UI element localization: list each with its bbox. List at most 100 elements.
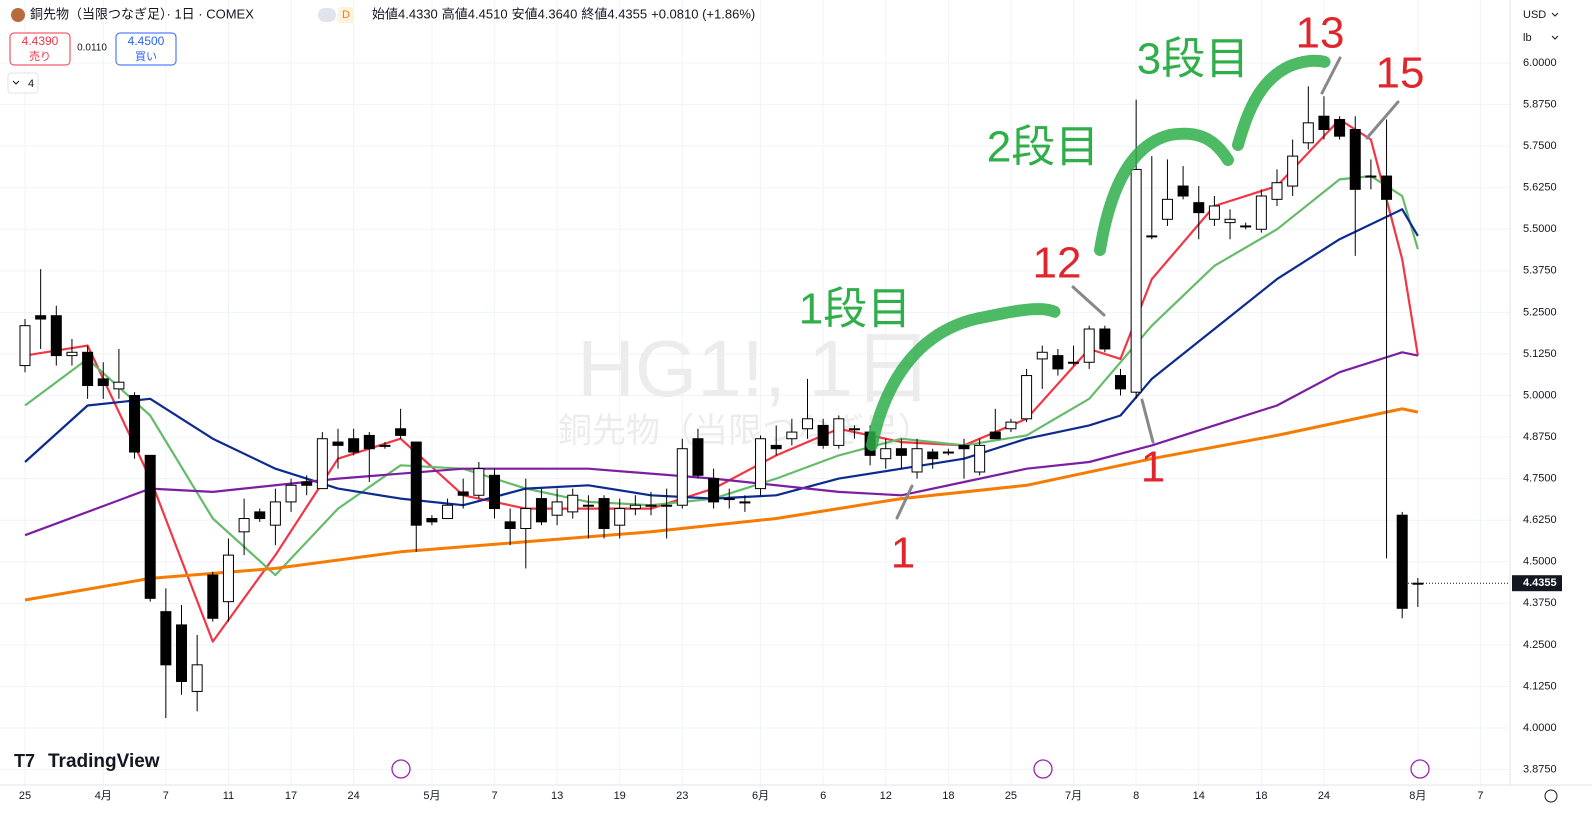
sell-button[interactable] (9, 32, 71, 66)
candle-body (1005, 421, 1017, 430)
candle-body (1396, 514, 1408, 609)
candle-body (269, 501, 281, 526)
candle-body (1193, 202, 1205, 214)
candle-body (786, 431, 798, 440)
y-tick-label: 4.3750 (1523, 597, 1557, 609)
event-icon[interactable] (1410, 759, 1430, 779)
candle-body (238, 518, 250, 533)
candle-body (848, 428, 860, 431)
pointer (895, 484, 914, 520)
pointer (1140, 398, 1155, 444)
y-tick-label: 6.0000 (1523, 57, 1557, 69)
x-tick-label: 25 (1005, 790, 1017, 802)
spread: 0.0110 (77, 43, 107, 54)
candle-body (989, 431, 1001, 440)
x-tick-label: 8月 (1409, 790, 1426, 802)
candle-body (442, 504, 454, 520)
x-tick-label: 23 (676, 790, 688, 802)
pointer-lines (895, 56, 1400, 520)
candle-body (489, 474, 500, 510)
candle-body (1083, 328, 1095, 363)
chevron (1551, 35, 1559, 40)
candle-body (82, 351, 94, 387)
candle-body (629, 504, 641, 510)
candle-body (567, 494, 579, 513)
buy-button[interactable] (115, 32, 177, 66)
candle-body (254, 511, 266, 520)
x-tick-label: 17 (285, 790, 297, 802)
candle-body (582, 504, 594, 507)
annotation: 13 (1296, 9, 1345, 58)
ohlc-value: 4.4330 (398, 6, 438, 21)
candle-body (1052, 355, 1064, 370)
toggle[interactable] (318, 8, 336, 22)
candle-body (911, 448, 923, 473)
buy-price: 4.4500 (128, 34, 165, 48)
pointer (1365, 100, 1400, 140)
ohlc-label: 安値 (512, 6, 538, 21)
x-tick-label: 25 (19, 790, 31, 802)
candle-body (113, 381, 125, 390)
candle-body (895, 448, 907, 456)
currency[interactable]: USD (1523, 9, 1546, 21)
buy-label: 買い (135, 50, 157, 63)
pointer (1320, 56, 1342, 95)
candle-body (50, 315, 62, 357)
candle-body (1036, 351, 1048, 360)
candle-body (1177, 185, 1189, 197)
candle-body (191, 664, 203, 692)
x-tick-label: 18 (942, 790, 954, 802)
candle-body (363, 434, 375, 450)
candle-body (97, 378, 109, 387)
event-icon[interactable] (391, 759, 411, 779)
x-tick-label: 13 (551, 790, 563, 802)
candle-body (645, 504, 657, 507)
candle-body (285, 484, 297, 503)
x-tick-label: 14 (1193, 790, 1205, 802)
moving-average (24, 118, 1419, 643)
candle-body (66, 351, 78, 357)
annotation: 15 (1376, 49, 1425, 98)
x-tick-label: 5月 (423, 790, 440, 802)
pointer (1071, 285, 1106, 317)
annotations: 1段目 2段目 3段目 12 13 15 1 1 (799, 9, 1425, 578)
event-icon[interactable] (1033, 759, 1053, 779)
candle-body (1224, 218, 1236, 224)
arc-3 (1232, 54, 1331, 151)
candle-body (207, 574, 219, 619)
y-tick-label: 4.5000 (1523, 556, 1557, 568)
indicators-toggle[interactable] (7, 72, 39, 94)
x-axis: 25 4月 7 11 17 24 5月 7 13 19 23 6月 6 12 18 25 7月 8 14 18 24 8月… (19, 790, 1484, 802)
x-tick-label: 6 (820, 790, 826, 802)
y-tick-label: 4.2500 (1523, 639, 1557, 651)
candle-body (1208, 205, 1220, 220)
candle-body (1381, 175, 1393, 200)
annotation: 1段目 (799, 285, 911, 334)
candle-body (426, 518, 438, 523)
candle-body (551, 501, 563, 516)
candle-body (942, 451, 954, 454)
x-tick-label: 19 (614, 790, 626, 802)
hand-drawn-arrows (866, 54, 1331, 451)
candle-body (1287, 155, 1299, 187)
settings-icon[interactable] (1544, 789, 1558, 803)
badge-box (338, 7, 354, 23)
y-tick-label: 4.1250 (1523, 680, 1557, 692)
candle-body (974, 444, 986, 473)
candle-body (19, 325, 31, 367)
x-tick-label: 7 (163, 790, 169, 802)
symbol-title[interactable]: 銅先物（当限つなぎ足）· 1日 · COMEX (30, 6, 254, 21)
annotation: 1 (891, 529, 915, 578)
annotation: 2段目 (987, 123, 1099, 172)
candle-body (1255, 195, 1267, 230)
unit[interactable]: lb (1523, 32, 1532, 44)
candle-body (520, 508, 532, 530)
candle-body (802, 418, 813, 430)
candle-body (1271, 182, 1283, 200)
candle-body (129, 395, 141, 453)
ohlc-label: 高値 (442, 6, 468, 21)
x-tick-label: 24 (1318, 790, 1330, 802)
candle-body (661, 504, 673, 507)
ohlc-value: 4.3640 (538, 6, 578, 21)
